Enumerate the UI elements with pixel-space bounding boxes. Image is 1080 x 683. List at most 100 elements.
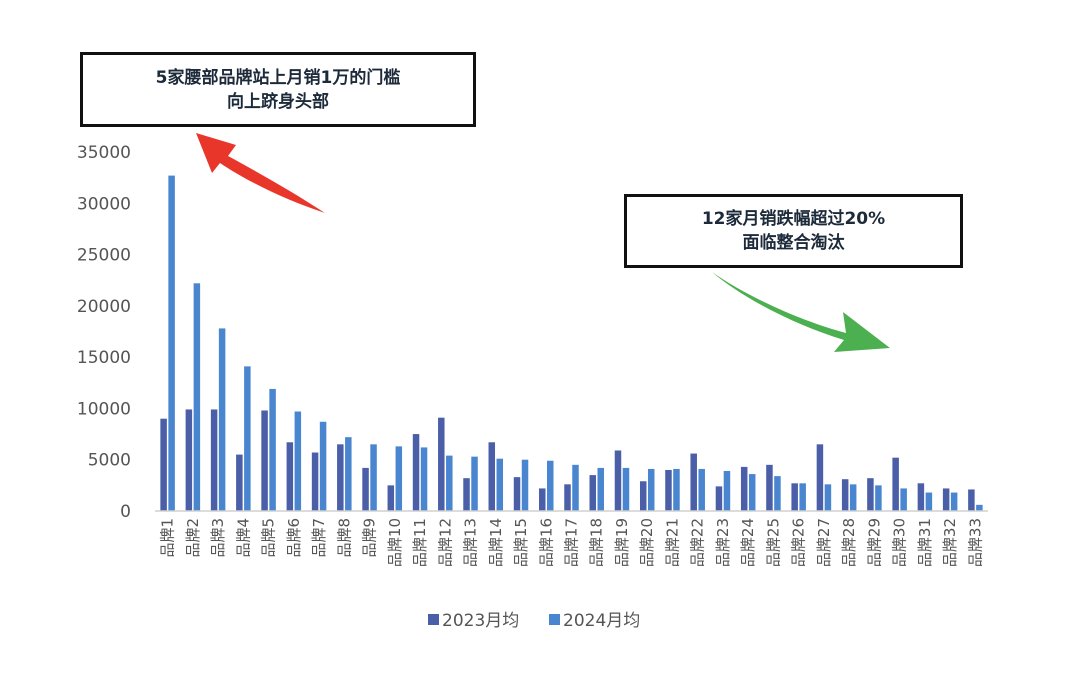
bar-2024-品牌4 [244,366,251,511]
bar-2023-品牌28 [841,479,849,511]
bar-2023-品牌31 [917,483,925,511]
bar-2024-品牌15 [521,459,529,511]
bar-2023-品牌11 [412,434,420,511]
x-tick-label: 品牌2 [184,518,202,558]
bar-2024-品牌11 [420,447,428,511]
x-tick-label: 品牌24 [739,518,757,567]
bar-2023-品牌17 [564,484,571,511]
bar-2023-品牌8 [337,444,344,511]
x-tick-label: 品牌23 [714,518,732,567]
bar-2024-品牌30 [900,488,907,511]
y-axis-tick-labels: 0 5000 10000 15000 20000 25000 30000 35000 [77,143,131,522]
legend-label-2024: 2024月均 [563,611,640,631]
bar-2024-品牌26 [799,483,806,511]
bar-2024-品牌3 [218,328,226,511]
bar-2023-品牌18 [589,475,596,511]
bar-2024-品牌8 [345,437,352,511]
x-tick-label: 品牌30 [891,518,909,567]
x-tick-label: 品牌26 [790,518,808,567]
bar-2024-品牌33 [976,504,983,511]
bar-2023-品牌32 [942,488,950,511]
x-tick-label: 品牌28 [840,518,858,567]
x-tick-label: 品牌11 [411,518,429,567]
bar-2023-品牌16 [539,488,546,511]
bar-2023-品牌22 [690,453,697,511]
bar-2024-品牌29 [875,485,882,511]
x-tick-label: 品牌33 [966,518,984,567]
bar-2023-品牌15 [513,477,521,511]
y-tick-label: 15000 [77,348,131,368]
bar-2023-品牌6 [286,442,294,511]
bar-2023-品牌30 [892,457,899,511]
bar-2024-品牌31 [925,492,933,511]
bar-2024-品牌27 [824,484,832,511]
bar-2024-品牌21 [673,468,680,511]
bar-2024-品牌14 [496,458,504,511]
x-tick-label: 品牌15 [512,518,530,567]
x-tick-label: 品牌32 [941,518,959,567]
x-tick-label: 品牌29 [865,518,883,567]
bar-2024-品牌16 [547,460,554,511]
x-tick-label: 品牌7 [310,518,328,558]
bar-2023-品牌19 [614,450,622,511]
y-tick-label: 5000 [88,451,131,471]
x-tick-label: 品牌19 [613,518,631,567]
bar-2023-品牌1 [160,418,167,511]
bar-2024-品牌7 [319,421,327,511]
callout-box-right: 12家月销跌幅超过20% 面临整合淘汰 [624,194,963,268]
legend-swatch-2023 [428,614,439,625]
red-arrow-icon [196,133,325,213]
x-tick-label: 品牌17 [563,518,581,567]
callout-right-line2: 面临整合淘汰 [742,233,845,253]
x-tick-label: 品牌8 [335,518,353,558]
callout-top-line2: 向上跻身头部 [227,91,329,112]
bar-2023-品牌4 [236,454,243,511]
bar-2023-品牌24 [740,466,748,511]
bar-2023-品牌7 [311,452,319,511]
bar-2024-品牌17 [572,464,579,511]
green-arrow-icon [712,272,890,352]
callout-box-top: 5家腰部品牌站上月销1万的门槛 向上跻身头部 [80,52,476,127]
x-tick-label: 品牌25 [764,518,782,567]
x-tick-label: 品牌10 [386,518,404,567]
bar-2023-品牌3 [210,409,218,511]
x-tick-label: 品牌31 [916,518,934,567]
legend: 2023月均 2024月均 [428,611,640,631]
bar-2024-品牌1 [168,175,175,511]
bar-2023-品牌2 [185,409,193,511]
bar-2024-品牌13 [471,456,478,511]
bar-2023-品牌12 [438,417,445,511]
y-tick-label: 10000 [77,399,131,419]
bar-2024-品牌25 [774,476,781,511]
bar-2023-品牌23 [715,486,723,511]
x-tick-label: 品牌4 [234,518,252,558]
x-tick-label: 品牌27 [815,518,833,567]
callout-right-line1: 12家月销跌幅超过20% [701,209,886,229]
legend-swatch-2024 [549,614,560,625]
bar-2024-品牌19 [622,467,630,511]
x-tick-label: 品牌14 [487,518,505,567]
x-tick-label: 品牌5 [260,518,278,558]
bar-2023-品牌25 [766,464,773,511]
bar-2023-品牌33 [968,489,975,511]
y-tick-label: 0 [120,502,131,522]
bar-2024-品牌28 [849,484,857,511]
callout-top-line1: 5家腰部品牌站上月销1万的门槛 [155,67,401,88]
bar-2023-品牌20 [639,481,647,511]
bar-2024-品牌2 [193,283,201,511]
bar-2024-品牌12 [446,455,453,511]
bar-2024-品牌22 [698,468,705,511]
bar-2024-品牌5 [269,388,276,511]
x-tick-label: 品牌22 [689,518,707,567]
y-tick-label: 20000 [77,297,131,317]
x-tick-label: 品牌1 [159,518,177,558]
x-tick-label: 品牌21 [663,518,681,567]
bar-2023-品牌29 [867,478,874,511]
bar-2023-品牌9 [362,467,369,511]
bar-2024-品牌6 [294,411,302,511]
bar-2023-品牌21 [665,469,672,511]
bar-2024-品牌18 [597,467,604,511]
x-tick-label: 品牌20 [638,518,656,567]
x-tick-label: 品牌18 [588,518,606,567]
legend-label-2023: 2023月均 [442,611,519,631]
